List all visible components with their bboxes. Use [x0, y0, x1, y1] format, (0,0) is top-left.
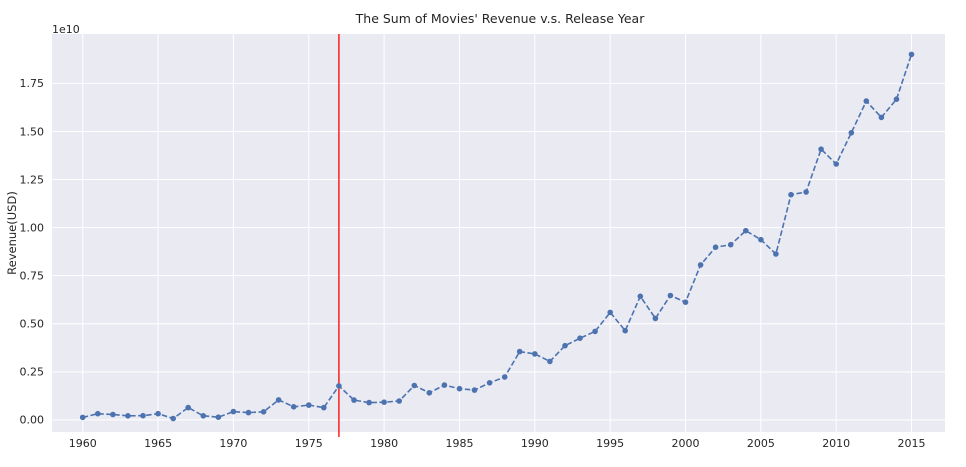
data-point	[607, 309, 613, 316]
data-point	[396, 398, 403, 404]
data-point	[592, 328, 598, 335]
data-point	[818, 146, 824, 152]
data-point	[848, 130, 855, 136]
data-point	[426, 390, 433, 396]
x-tick-label: 1975	[295, 437, 323, 450]
y-tick-label: 0.75	[20, 269, 45, 282]
data-point	[532, 351, 538, 357]
data-point	[652, 315, 659, 322]
x-tick-label: 1980	[370, 437, 398, 450]
data-point	[351, 397, 357, 403]
data-point	[577, 335, 583, 342]
y-tick-label: 1.00	[20, 221, 45, 234]
data-point	[170, 415, 176, 422]
y-tick-labels: 0.00 0.25 0.50 0.75 1.00 1.25 1.50 1.75	[20, 77, 45, 426]
data-point	[290, 404, 297, 410]
x-tick-label: 1960	[69, 437, 97, 450]
data-point	[727, 241, 734, 248]
x-tick-label: 2010	[822, 437, 850, 450]
data-point	[155, 410, 161, 417]
x-tick-label: 1995	[596, 437, 624, 450]
data-point	[381, 399, 387, 406]
data-point	[441, 382, 448, 388]
data-point	[336, 383, 342, 389]
data-point	[667, 292, 674, 299]
data-point	[411, 382, 418, 389]
data-point	[712, 244, 719, 250]
y-axis-offset-label: 1e10	[52, 23, 80, 36]
x-tick-label: 2000	[672, 437, 700, 450]
data-point	[637, 293, 644, 300]
data-point	[908, 51, 915, 58]
data-point	[893, 96, 900, 102]
chart-title: The Sum of Movies' Revenue v.s. Release …	[355, 11, 645, 26]
data-point	[516, 348, 523, 355]
data-point	[682, 299, 689, 306]
data-point	[140, 412, 146, 419]
data-point	[697, 262, 704, 268]
data-point	[245, 409, 252, 416]
data-point	[773, 251, 779, 257]
x-tick-label: 2015	[898, 437, 926, 450]
data-point	[125, 413, 131, 419]
x-tick-label: 1965	[144, 437, 172, 450]
data-point	[743, 227, 749, 234]
data-point	[230, 408, 237, 415]
data-point	[215, 414, 222, 421]
y-axis-label: Revenue(USD)	[5, 191, 19, 275]
data-point	[456, 385, 463, 392]
data-point	[486, 380, 493, 386]
y-tick-label: 1.50	[20, 125, 45, 138]
data-point	[788, 191, 794, 198]
data-point	[803, 189, 809, 195]
data-point	[622, 327, 628, 334]
x-tick-label: 1985	[445, 437, 473, 450]
data-point	[878, 114, 885, 121]
y-tick-label: 0.25	[20, 366, 45, 379]
x-tick-label: 1990	[521, 437, 549, 450]
data-point	[833, 161, 839, 167]
data-points-sum_of_movie_revenue	[79, 51, 915, 422]
x-tick-label: 1970	[219, 437, 247, 450]
data-point	[200, 413, 207, 419]
x-tick-labels: 1960 1965 1970 1975 1980 1985 1990 1995 2000 2005…	[69, 437, 926, 450]
data-point	[366, 399, 372, 406]
data-point	[321, 404, 327, 411]
y-tick-label: 1.25	[20, 173, 45, 186]
y-tick-label: 0.50	[20, 318, 45, 331]
gridlines	[52, 34, 945, 432]
data-point	[110, 411, 116, 418]
y-tick-label: 0.00	[20, 414, 45, 427]
plot-background	[52, 34, 945, 432]
data-point	[562, 342, 568, 349]
data-point	[863, 98, 870, 104]
data-point	[275, 397, 282, 403]
data-point	[306, 402, 312, 408]
data-point	[185, 404, 191, 411]
data-point	[547, 358, 553, 365]
data-point	[95, 410, 101, 417]
data-point	[260, 409, 267, 415]
x-tick-label: 2005	[747, 437, 775, 450]
data-point	[758, 236, 764, 243]
data-point	[471, 387, 478, 393]
y-tick-label: 1.75	[20, 77, 45, 90]
data-point	[501, 374, 508, 380]
data-point	[79, 414, 86, 421]
